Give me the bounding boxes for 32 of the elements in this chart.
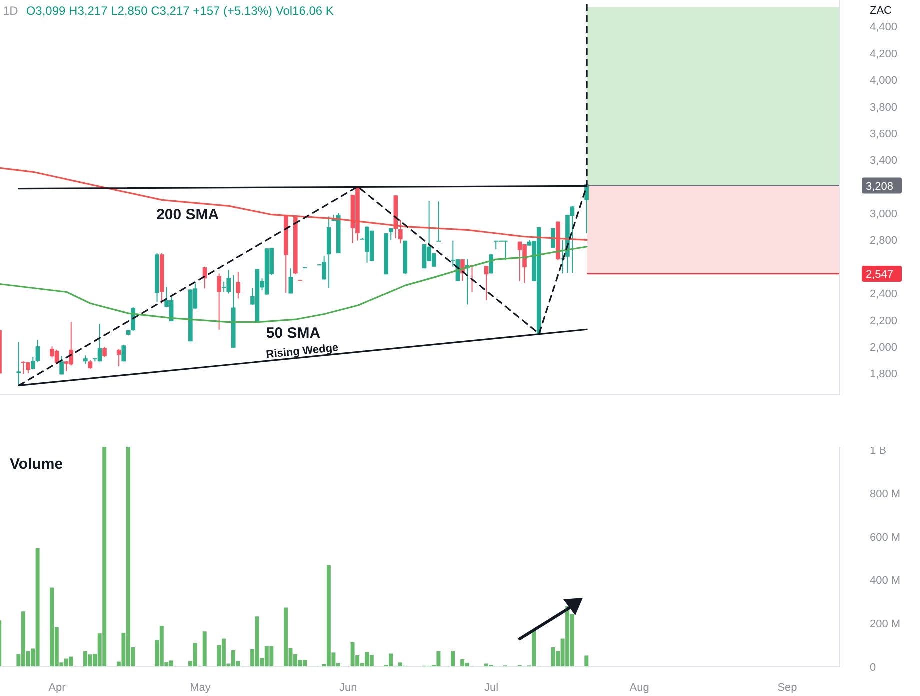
y-tick-label: 0 (870, 662, 876, 674)
y-axis-title: ZAC (870, 5, 892, 17)
y-tick-label: 3,800 (870, 102, 898, 114)
y-tick-label: 4,000 (870, 75, 898, 88)
series-label: 50 SMA (266, 324, 321, 342)
y-tick-label: 2,000 (870, 342, 898, 354)
y-tick-label: 400 M (870, 575, 901, 588)
y-tick-label: 2,200 (870, 315, 898, 328)
x-tick-label: Apr (48, 682, 66, 694)
chart-subtitle: O3,099 H3,217 L2,850 C3,217 +157 (+5.13%) Vol16.06 K (26, 4, 334, 18)
x-tick-label: Sep (778, 682, 798, 694)
y-tick-label: 3,400 (870, 155, 898, 168)
y-tick-label: 2,400 (870, 288, 898, 301)
y-tick-label: 3,000 (870, 208, 898, 221)
x-tick-label: May (190, 682, 212, 694)
series-label: 200 SMA (156, 206, 220, 224)
text: Rising Wedge (266, 342, 340, 362)
ref-line-label: 2,547 (866, 268, 894, 281)
y-tick-label: 4,200 (870, 48, 898, 60)
y-tick-label: 200 M (870, 618, 901, 631)
y-tick-label: 4,400 (870, 22, 898, 34)
y-tick-label: 3,600 (870, 128, 898, 140)
text: Volume (10, 456, 64, 473)
x-tick-label: Jul (484, 682, 499, 694)
y-tick-label: 1,800 (870, 368, 898, 381)
y-tick-label: 600 M (870, 532, 901, 544)
x-tick-label: Jun (340, 682, 358, 694)
y-tick-label: 800 M (870, 488, 901, 500)
ref-line-label: 3,208 (866, 180, 894, 193)
chart-title: 1D (3, 4, 18, 18)
y-tick-label: 2,800 (870, 235, 898, 248)
x-tick-label: Aug (630, 682, 650, 694)
